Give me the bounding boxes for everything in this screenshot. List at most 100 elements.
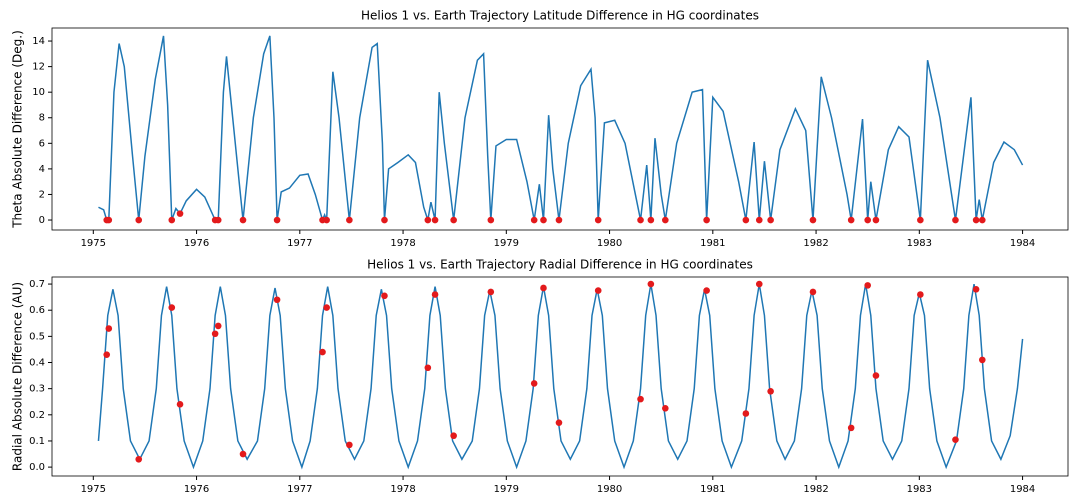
x-tick-label: 1981 — [700, 484, 725, 495]
x-tick-label: 1984 — [1010, 484, 1035, 495]
x-tick-label: 1979 — [494, 238, 519, 249]
y-axis-label: Theta Absolute Difference (Deg.) — [11, 30, 25, 229]
data-point — [168, 304, 176, 311]
data-point — [703, 287, 710, 294]
data-point — [755, 280, 763, 288]
data-point — [555, 419, 563, 426]
y-tick-label: 12 — [32, 62, 45, 73]
y-tick-label: 0 — [39, 215, 45, 226]
data-point — [637, 216, 644, 224]
x-tick-label: 1982 — [803, 484, 828, 495]
data-point — [381, 216, 388, 224]
data-point — [381, 292, 388, 300]
x-tick-label: 1983 — [907, 238, 932, 249]
data-point — [103, 351, 111, 358]
data-point — [555, 216, 563, 224]
data-point — [809, 216, 817, 224]
data-point — [323, 216, 330, 224]
data-point — [872, 216, 880, 224]
data-point — [755, 216, 763, 224]
x-tick-label: 1975 — [81, 238, 106, 249]
data-point — [168, 216, 176, 224]
data-point — [917, 216, 924, 224]
data-point — [809, 288, 817, 296]
data-point — [346, 216, 353, 224]
data-point — [530, 216, 538, 224]
data-point — [239, 216, 247, 224]
subplot: Helios 1 vs. Earth Trajectory Latitude D… — [11, 9, 1069, 249]
data-point — [273, 216, 281, 224]
data-point — [864, 216, 871, 224]
data-point — [211, 330, 219, 338]
subplot: Helios 1 vs. Earth Trajectory Radial Dif… — [11, 258, 1069, 495]
data-point — [864, 282, 871, 289]
data-point — [323, 304, 330, 311]
y-tick-label: 0.3 — [29, 384, 45, 395]
x-tick-label: 1981 — [700, 238, 725, 249]
x-tick-label: 1976 — [184, 484, 209, 495]
data-point — [214, 322, 222, 330]
data-point — [176, 401, 184, 408]
data-point — [917, 291, 924, 298]
x-tick-label: 1983 — [907, 484, 932, 495]
y-tick-label: 0.5 — [29, 331, 45, 342]
data-point — [703, 216, 710, 224]
x-tick-label: 1975 — [81, 484, 106, 495]
data-line — [98, 35, 1024, 223]
y-tick-label: 6 — [39, 138, 45, 149]
y-tick-label: 0.1 — [29, 436, 45, 447]
data-point — [487, 216, 495, 224]
data-line — [97, 283, 1024, 470]
data-point — [424, 216, 432, 224]
data-point — [135, 216, 143, 224]
data-point — [135, 455, 143, 463]
data-point — [530, 380, 538, 387]
data-point — [273, 296, 281, 304]
data-point — [239, 450, 247, 458]
data-point — [594, 216, 602, 224]
y-tick-label: 0.0 — [29, 462, 45, 473]
data-point — [105, 216, 113, 224]
y-axis-label: Radial Absolute Difference (AU) — [11, 282, 25, 471]
axes-frame — [51, 27, 1069, 231]
x-tick-label: 1976 — [184, 238, 209, 249]
data-point — [972, 285, 980, 293]
x-tick-label: 1980 — [597, 238, 622, 249]
data-point — [540, 284, 547, 292]
data-point — [742, 216, 750, 224]
data-point — [346, 441, 353, 449]
data-point — [847, 424, 855, 432]
data-point — [176, 210, 184, 217]
data-point — [424, 364, 432, 372]
chart-title: Helios 1 vs. Earth Trajectory Radial Dif… — [367, 258, 753, 272]
data-point — [972, 216, 980, 224]
y-tick-label: 4 — [39, 164, 45, 175]
y-tick-label: 14 — [32, 36, 45, 47]
y-tick-label: 10 — [32, 87, 45, 98]
data-point — [979, 356, 986, 364]
data-point — [647, 280, 655, 288]
data-point — [847, 216, 855, 224]
x-tick-label: 1977 — [287, 484, 312, 495]
x-tick-label: 1982 — [803, 238, 828, 249]
data-point — [767, 216, 774, 224]
x-tick-label: 1978 — [390, 484, 415, 495]
data-point — [662, 404, 669, 412]
y-tick-label: 8 — [39, 113, 45, 124]
data-point — [952, 436, 959, 443]
data-point — [979, 216, 986, 224]
data-point — [105, 325, 113, 332]
x-tick-label: 1984 — [1010, 238, 1035, 249]
y-tick-label: 0.4 — [29, 358, 45, 369]
x-tick-label: 1980 — [597, 484, 622, 495]
data-point — [872, 372, 880, 379]
data-point — [450, 216, 457, 224]
data-point — [487, 288, 495, 296]
data-point — [594, 287, 602, 294]
y-tick-label: 0.6 — [29, 305, 45, 316]
data-point — [662, 216, 669, 224]
data-point — [450, 432, 457, 440]
data-point — [431, 216, 439, 224]
data-point — [540, 216, 547, 224]
